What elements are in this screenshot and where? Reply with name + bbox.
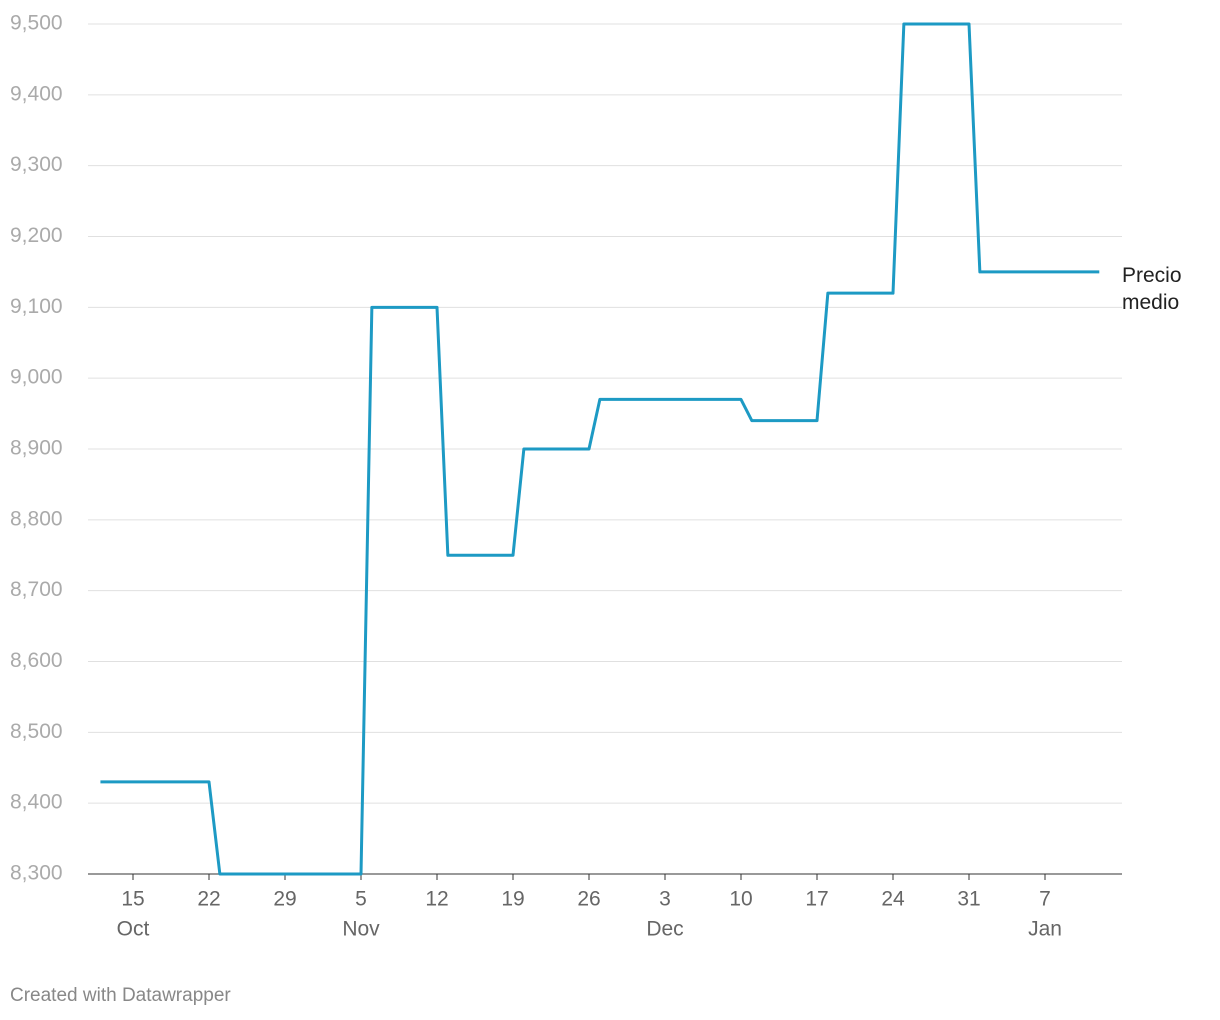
x-tick-label: 29 [273, 888, 296, 911]
y-tick-label: 8,400 [10, 791, 63, 814]
x-tick-label: 17 [805, 888, 828, 911]
y-tick-label: 8,500 [10, 720, 63, 743]
x-tick-label: 24 [881, 888, 905, 911]
y-tick-label: 9,100 [10, 295, 63, 318]
y-tick-label: 8,300 [10, 862, 63, 885]
x-tick-label: 15 [121, 888, 144, 911]
x-month-label: Oct [117, 918, 150, 941]
x-tick-label: 3 [659, 888, 671, 911]
x-tick-label: 26 [577, 888, 600, 911]
y-tick-label: 9,500 [10, 12, 63, 35]
x-tick-label: 19 [501, 888, 524, 911]
line [100, 22, 1100, 876]
x-month-label: Dec [646, 918, 683, 941]
x-tick-label: 10 [729, 888, 752, 911]
y-tick-label: 9,200 [10, 224, 63, 247]
y-tick-label: 8,700 [10, 578, 63, 601]
series-label: Precio medio [1122, 264, 1182, 314]
x-month-label: Jan [1028, 918, 1062, 941]
y-tick-label: 8,900 [10, 437, 63, 460]
y-tick-label: 9,000 [10, 366, 63, 389]
x-tick-label: 31 [957, 888, 980, 911]
x-tick-label: 22 [197, 888, 220, 911]
x-month-label: Nov [342, 918, 380, 941]
y-tick-label: 9,400 [10, 82, 63, 105]
credit: Created with Datawrapper [10, 985, 231, 1006]
x-tick-label: 5 [355, 888, 367, 911]
y-tick-label: 8,600 [10, 649, 63, 672]
y-tick-label: 8,800 [10, 507, 63, 530]
x-tick-label: 12 [425, 888, 448, 911]
x-tick-label: 7 [1039, 888, 1051, 911]
y-tick-label: 9,300 [10, 153, 63, 176]
